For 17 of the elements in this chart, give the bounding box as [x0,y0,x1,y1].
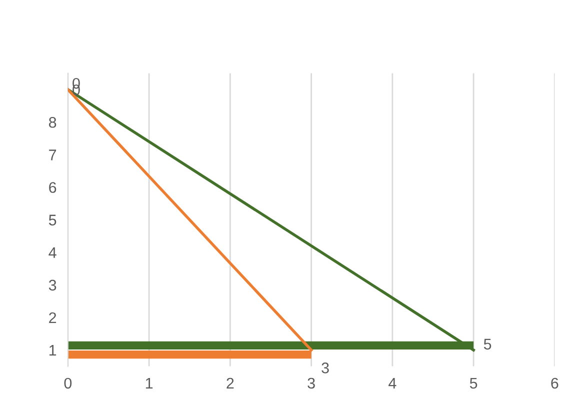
x-tick-label: 5 [470,378,478,389]
x-tick-label: 6 [551,378,558,389]
y-tick-label: 1 [49,345,56,356]
x-tick-label: 3 [308,378,315,389]
x-tick-label: 2 [226,378,234,388]
x-tick-label: 4 [388,378,396,388]
y-tick-label: 3 [48,280,56,291]
y-tick-label: 5 [48,214,56,226]
x-tick-label: 0 [64,378,72,389]
x-tick-label: 1 [146,378,153,388]
y-tick-label: 2 [49,312,56,323]
y-tick-label: 7 [49,150,56,160]
y-tick-label: 8 [48,116,56,128]
y-tick-label: 4 [48,247,56,258]
data-label: 3 [322,362,329,374]
data-label: 5 [484,338,492,350]
y-tick-label: 6 [49,182,56,193]
